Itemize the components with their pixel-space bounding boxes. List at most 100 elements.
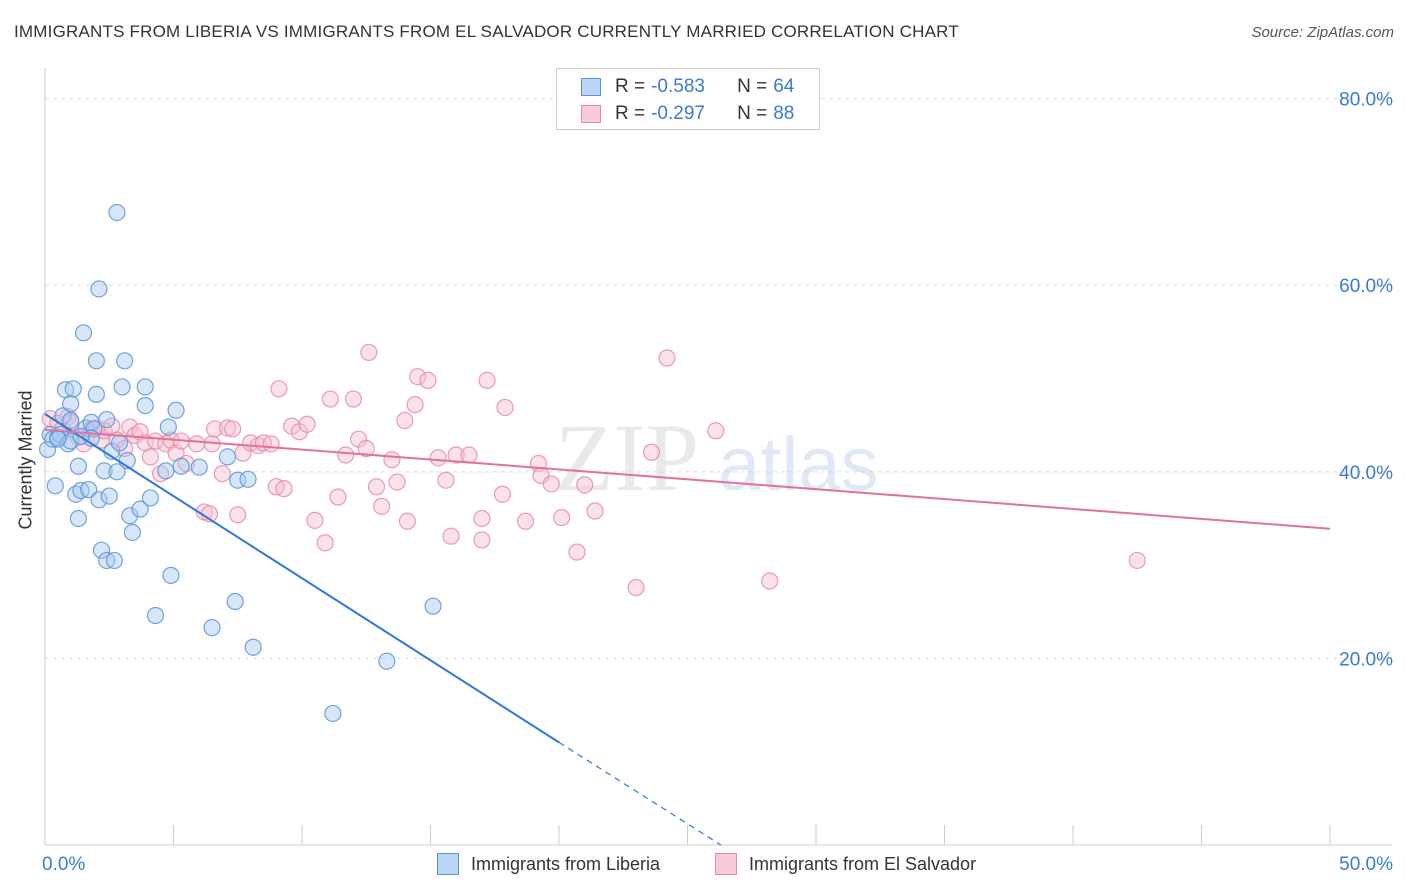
bottom-legend-label-liberia: Immigrants from Liberia	[471, 853, 661, 874]
data-point-liberia	[226, 592, 244, 611]
series-el-salvador-points	[41, 343, 1146, 597]
data-point-el-salvador	[367, 478, 386, 496]
trend-line-liberia-extension	[558, 741, 722, 846]
data-point-el-salvador	[516, 512, 535, 530]
data-point-liberia	[378, 652, 396, 670]
data-point-liberia	[167, 401, 185, 419]
data-point-el-salvador	[213, 465, 231, 483]
data-point-el-salvador	[429, 449, 447, 467]
bottom-legend-swatch-el-salvador	[715, 853, 737, 875]
data-point-el-salvador	[761, 572, 779, 590]
data-point-el-salvador	[707, 422, 725, 440]
data-point-el-salvador	[344, 390, 362, 408]
data-point-liberia	[159, 418, 177, 436]
legend-n-label: N =	[737, 103, 768, 124]
series-liberia-points	[38, 203, 442, 723]
data-point-liberia	[38, 440, 57, 459]
correlation-legend: R = -0.583 N = 64 R = -0.297 N = 88	[556, 68, 820, 130]
data-point-liberia	[62, 395, 80, 413]
data-point-el-salvador	[406, 396, 424, 414]
data-point-liberia	[172, 457, 190, 475]
data-point-liberia	[98, 410, 116, 429]
data-point-liberia	[80, 480, 98, 499]
data-point-liberia	[108, 463, 126, 481]
grid-lines	[45, 98, 1392, 659]
data-point-el-salvador	[360, 343, 378, 362]
chart-title: IMMIGRANTS FROM LIBERIA VS IMMIGRANTS FR…	[14, 22, 959, 41]
data-point-el-salvador	[442, 527, 460, 545]
data-point-el-salvador	[658, 349, 676, 367]
data-point-liberia	[131, 500, 149, 518]
data-point-el-salvador	[627, 578, 645, 597]
data-point-liberia	[59, 435, 77, 453]
data-point-liberia	[69, 509, 88, 528]
legend-r-value-liberia: -0.583	[651, 76, 705, 97]
data-point-liberia	[49, 430, 67, 448]
data-point-liberia	[69, 457, 88, 475]
y-tick-label: 20.0%	[1339, 649, 1393, 670]
data-point-el-salvador	[419, 371, 437, 390]
data-point-liberia	[95, 462, 113, 480]
data-point-liberia	[116, 352, 134, 370]
legend-r-value-el-salvador: -0.297	[651, 103, 705, 124]
data-point-el-salvador	[373, 497, 391, 515]
data-point-el-salvador	[568, 543, 586, 561]
y-tick-label: 80.0%	[1339, 90, 1393, 111]
data-point-el-salvador	[493, 485, 512, 503]
y-tick-label: 40.0%	[1339, 463, 1393, 484]
data-point-el-salvador	[229, 506, 247, 524]
data-point-liberia	[87, 385, 106, 403]
bottom-legend-liberia: Immigrants from Liberia	[437, 852, 660, 876]
data-point-el-salvador	[224, 420, 242, 438]
data-point-liberia	[157, 462, 175, 480]
bottom-legend-swatch-liberia	[437, 853, 459, 875]
chart-source: Source: ZipAtlas.com	[1251, 24, 1394, 41]
data-point-liberia	[141, 489, 159, 507]
data-point-el-salvador	[576, 476, 594, 494]
data-point-el-salvador	[398, 512, 416, 530]
data-point-el-salvador	[542, 475, 560, 493]
data-point-el-salvador	[306, 511, 324, 529]
data-point-liberia	[239, 470, 257, 488]
data-point-el-salvador	[460, 446, 478, 464]
data-point-el-salvador	[496, 398, 514, 417]
trend-line-liberia	[44, 413, 560, 744]
data-point-el-salvador	[316, 534, 334, 552]
data-point-el-salvador	[586, 502, 604, 520]
data-point-liberia	[218, 448, 237, 466]
data-point-liberia	[105, 551, 123, 570]
data-point-liberia	[136, 378, 154, 396]
data-point-el-salvador	[437, 471, 455, 489]
data-point-el-salvador	[262, 435, 280, 453]
data-point-el-salvador	[188, 435, 206, 453]
bottom-legend-el-salvador: Immigrants from El Salvador	[715, 852, 976, 876]
data-point-el-salvador	[473, 509, 491, 528]
bottom-legend-label-el-salvador: Immigrants from El Salvador	[749, 853, 977, 874]
data-point-el-salvador	[177, 454, 195, 473]
trend-lines	[44, 413, 1331, 846]
legend-swatch-liberia	[581, 78, 601, 96]
data-point-el-salvador	[552, 508, 571, 527]
data-point-liberia	[62, 432, 80, 450]
data-point-el-salvador	[131, 423, 149, 441]
watermark-zip: ZIP	[555, 404, 699, 511]
legend-row-el-salvador: R = -0.297 N = 88	[581, 102, 794, 126]
data-point-el-salvador	[357, 439, 375, 458]
data-point-liberia	[113, 378, 131, 396]
y-tick-label: 60.0%	[1339, 276, 1393, 297]
data-point-liberia	[190, 458, 208, 476]
data-point-liberia	[110, 434, 129, 452]
legend-swatch-el-salvador	[581, 105, 601, 123]
watermark: ZIP atlas	[555, 404, 879, 511]
legend-row-liberia: R = -0.583 N = 64	[581, 75, 794, 99]
watermark-atlas: atlas	[718, 422, 879, 507]
data-point-liberia	[90, 491, 108, 509]
data-point-el-salvador	[141, 448, 159, 466]
data-point-el-salvador	[447, 446, 465, 464]
data-point-el-salvador	[152, 465, 170, 483]
trend-line-el-salvador	[44, 428, 1331, 530]
data-point-liberia	[64, 380, 82, 398]
data-point-liberia	[123, 523, 141, 542]
data-point-liberia	[100, 487, 118, 505]
data-point-el-salvador	[337, 446, 355, 464]
